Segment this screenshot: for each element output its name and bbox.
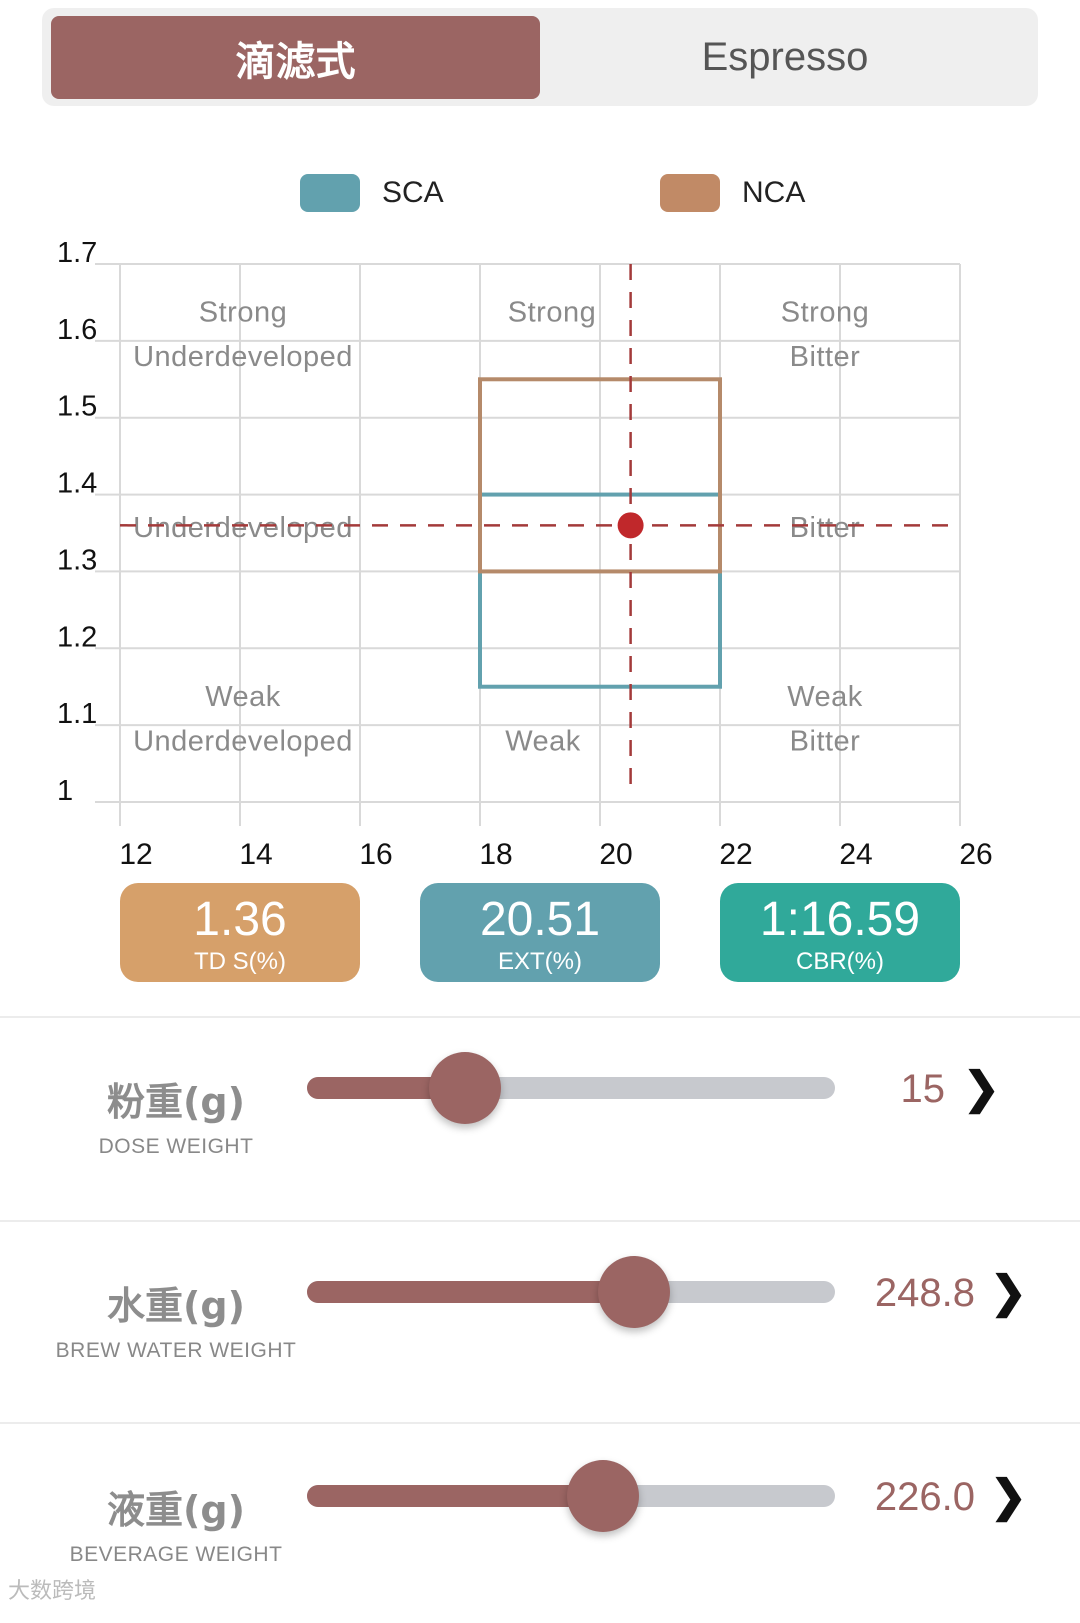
dose-weight-fill <box>307 1077 466 1099</box>
x-tick-label: 14 <box>239 838 272 870</box>
tab-drip[interactable]: 滴滤式 <box>51 16 540 99</box>
dose-weight-thumb[interactable] <box>429 1052 502 1124</box>
divider <box>0 1422 1080 1424</box>
legend-label-nca: NCA <box>742 176 806 209</box>
legend-swatch-nca <box>660 174 720 212</box>
data-point <box>617 512 644 539</box>
ext-value: 20.51 <box>479 893 601 946</box>
y-tick-label: 1.5 <box>57 391 97 423</box>
ext-label: EXT(%) <box>498 948 582 975</box>
zone-label: Strong <box>199 297 287 329</box>
legend-item-sca: SCA <box>300 174 444 212</box>
y-tick-label: 1.4 <box>57 468 97 500</box>
beverage-weight-thumb[interactable] <box>566 1460 639 1532</box>
x-tick-label: 18 <box>479 838 512 870</box>
legend-label-sca: SCA <box>382 176 444 209</box>
tds-value: 1.36 <box>193 893 287 946</box>
brew-water-weight-thumb[interactable] <box>598 1256 671 1328</box>
zone-label: Weak <box>205 681 281 713</box>
y-tick-label: 1.1 <box>57 698 97 730</box>
chevron-right-icon[interactable]: ❯ <box>990 1472 1027 1521</box>
zone-label: Strong <box>508 297 596 329</box>
zone-label: Bitter <box>790 726 861 758</box>
zone-label: Underdeveloped <box>133 341 353 373</box>
divider <box>0 1220 1080 1222</box>
divider <box>0 1016 1080 1018</box>
dose-weight-row: 粉重(g) DOSE WEIGHT 15 ❯ <box>0 1017 1080 1217</box>
brew-control-chart: 12 14 16 18 20 22 24 26 1 1.1 1.2 1.3 1.4 1.5 1.6 1.7 St… <box>57 237 993 870</box>
zone-label: Strong <box>781 297 869 329</box>
region-nca <box>478 377 722 574</box>
y-tick-label: 1.6 <box>57 314 97 346</box>
beverage-weight-row: 液重(g) BEVERAGE WEIGHT 226.0 ❯ <box>0 1423 1080 1623</box>
chevron-right-icon[interactable]: ❯ <box>990 1268 1027 1317</box>
zone-label: Bitter <box>790 341 861 373</box>
cbr-value: 1:16.59 <box>759 893 921 946</box>
zone-label: Underdeveloped <box>133 512 353 544</box>
dose-weight-label: 粉重(g) <box>107 1080 245 1124</box>
brew-water-weight-fill <box>307 1281 635 1303</box>
y-tick-label: 1.2 <box>57 621 97 653</box>
cbr-badge: 1:16.59 CBR(%) <box>720 883 960 982</box>
beverage-weight-fill <box>307 1485 603 1507</box>
x-tick-label: 20 <box>599 838 632 870</box>
dose-weight-sublabel: DOSE WEIGHT <box>98 1135 254 1158</box>
brew-water-weight-value[interactable]: 248.8 <box>874 1271 975 1315</box>
x-tick-label: 26 <box>959 838 992 870</box>
tds-badge: 1.36 TD S(%) <box>120 883 360 982</box>
brew-water-weight-row: 水重(g) BREW WATER WEIGHT 248.8 ❯ <box>0 1221 1080 1421</box>
brew-water-weight-sublabel: BREW WATER WEIGHT <box>55 1339 297 1362</box>
tab-espresso[interactable]: Espresso <box>701 35 869 79</box>
region-sca <box>478 492 722 689</box>
legend-swatch-sca <box>300 174 360 212</box>
brew-water-weight-slider[interactable] <box>307 1281 835 1303</box>
beverage-weight-value[interactable]: 226.0 <box>874 1475 975 1519</box>
y-tick-label: 1.3 <box>57 544 97 576</box>
watermark: 大数跨境 <box>8 1579 97 1604</box>
cbr-label: CBR(%) <box>796 948 884 975</box>
ext-badge: 20.51 EXT(%) <box>420 883 660 982</box>
x-tick-label: 22 <box>719 838 752 870</box>
zone-label: Weak <box>787 681 863 713</box>
beverage-weight-sublabel: BEVERAGE WEIGHT <box>69 1543 283 1566</box>
x-tick-label: 24 <box>839 838 872 870</box>
y-tick-label: 1.7 <box>57 237 97 269</box>
brew-water-weight-label: 水重(g) <box>107 1284 245 1328</box>
x-tick-label: 12 <box>119 838 152 870</box>
zone-label: Underdeveloped <box>133 726 353 758</box>
legend-item-nca: NCA <box>660 174 805 212</box>
zone-label: Weak <box>505 726 581 758</box>
y-tick-label: 1 <box>57 775 73 807</box>
brew-method-tabs: 滴滤式 Espresso <box>42 8 1038 106</box>
zone-label: Bitter <box>790 512 861 544</box>
beverage-weight-label: 液重(g) <box>107 1488 245 1532</box>
x-tick-label: 16 <box>359 838 392 870</box>
dose-weight-value[interactable]: 15 <box>900 1067 946 1111</box>
tds-label: TD S(%) <box>194 948 286 975</box>
chevron-right-icon[interactable]: ❯ <box>963 1064 1000 1113</box>
